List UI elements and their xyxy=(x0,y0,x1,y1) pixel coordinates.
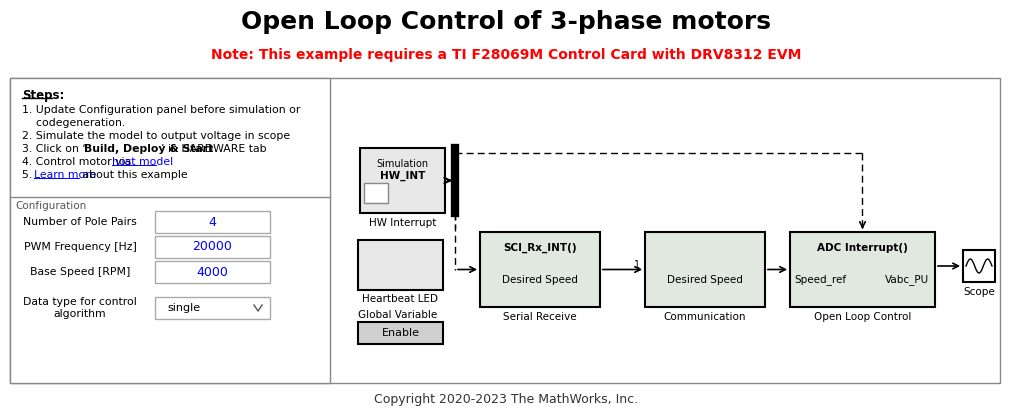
Text: 2. Simulate the model to output voltage in scope: 2. Simulate the model to output voltage … xyxy=(22,131,290,141)
Text: Scope: Scope xyxy=(963,287,995,297)
Text: 20000: 20000 xyxy=(192,240,232,253)
Text: Data type for control
algorithm: Data type for control algorithm xyxy=(23,297,137,319)
FancyBboxPatch shape xyxy=(358,322,443,344)
Text: ADC Interrupt(): ADC Interrupt() xyxy=(817,243,908,253)
Text: HW Interrupt: HW Interrupt xyxy=(369,218,437,228)
Text: SCI_Rx_INT(): SCI_Rx_INT() xyxy=(503,243,576,253)
Text: 1. Update Configuration panel before simulation or: 1. Update Configuration panel before sim… xyxy=(22,105,301,115)
FancyBboxPatch shape xyxy=(155,236,270,258)
FancyBboxPatch shape xyxy=(963,250,995,282)
Text: Steps:: Steps: xyxy=(22,89,65,102)
FancyBboxPatch shape xyxy=(790,232,935,307)
FancyBboxPatch shape xyxy=(364,183,388,203)
Text: host model: host model xyxy=(112,157,173,167)
Text: codegeneration.: codegeneration. xyxy=(22,118,126,128)
FancyBboxPatch shape xyxy=(645,232,765,307)
Text: Number of Pole Pairs: Number of Pole Pairs xyxy=(23,217,137,227)
Text: Base Speed [RPM]: Base Speed [RPM] xyxy=(29,267,131,277)
FancyBboxPatch shape xyxy=(358,240,443,290)
Text: Heartbeat LED: Heartbeat LED xyxy=(363,294,439,304)
Text: Serial Receive: Serial Receive xyxy=(503,312,576,322)
Text: single: single xyxy=(167,303,201,313)
Text: Open Loop Control of 3-phase motors: Open Loop Control of 3-phase motors xyxy=(241,10,771,34)
Text: Desired Speed: Desired Speed xyxy=(502,275,578,285)
Text: PWM Frequency [Hz]: PWM Frequency [Hz] xyxy=(23,242,137,252)
Text: 4. Control motor via: 4. Control motor via xyxy=(22,157,135,167)
Text: about this example: about this example xyxy=(79,170,187,180)
FancyBboxPatch shape xyxy=(10,78,1000,383)
Text: Simulation: Simulation xyxy=(377,159,428,169)
Text: Communication: Communication xyxy=(664,312,747,322)
Text: Copyright 2020-2023 The MathWorks, Inc.: Copyright 2020-2023 The MathWorks, Inc. xyxy=(374,394,638,406)
Text: Note: This example requires a TI F28069M Control Card with DRV8312 EVM: Note: This example requires a TI F28069M… xyxy=(211,48,801,62)
Text: 3. Click on ‘: 3. Click on ‘ xyxy=(22,144,86,154)
FancyBboxPatch shape xyxy=(155,297,270,319)
Text: Build, Deploy & Start: Build, Deploy & Start xyxy=(84,144,214,154)
FancyBboxPatch shape xyxy=(155,261,270,283)
Text: 5.: 5. xyxy=(22,170,35,180)
Text: Desired Speed: Desired Speed xyxy=(668,275,743,285)
Text: Learn more: Learn more xyxy=(34,170,96,180)
FancyBboxPatch shape xyxy=(480,232,600,307)
Text: 4: 4 xyxy=(209,215,217,228)
Text: Enable: Enable xyxy=(382,328,419,338)
Text: Global Variable: Global Variable xyxy=(358,310,438,320)
Text: Configuration: Configuration xyxy=(15,201,86,211)
Text: 1: 1 xyxy=(634,260,640,270)
Text: Speed_ref: Speed_ref xyxy=(794,275,846,285)
Text: ’ in HARDWARE tab: ’ in HARDWARE tab xyxy=(161,144,266,154)
FancyBboxPatch shape xyxy=(10,78,330,383)
Text: 4000: 4000 xyxy=(197,265,229,278)
FancyBboxPatch shape xyxy=(155,211,270,233)
Text: HW_INT: HW_INT xyxy=(380,171,425,181)
FancyBboxPatch shape xyxy=(360,148,445,213)
Text: Vabc_PU: Vabc_PU xyxy=(885,275,929,285)
Text: Open Loop Control: Open Loop Control xyxy=(813,312,911,322)
